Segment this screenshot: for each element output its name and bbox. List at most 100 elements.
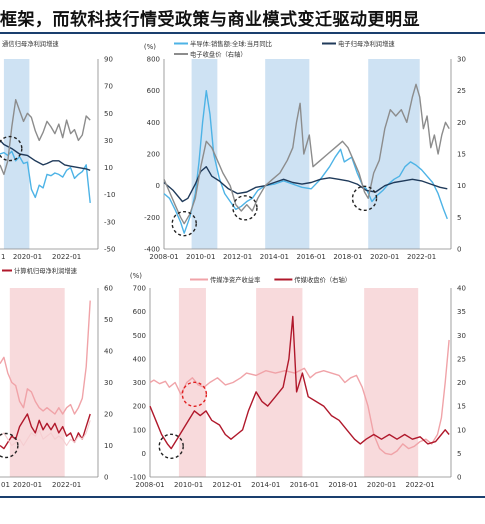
- dashed-circle-marker-top-right-1: [232, 195, 258, 221]
- series-line-top-left-partial-2: [0, 99, 91, 176]
- y-left-tick-bottom-right-0: 700: [133, 285, 146, 293]
- y-right-tick-top-right-3: 15: [457, 151, 466, 159]
- y-left-tick-top-right-2: 400: [147, 119, 160, 127]
- legend-label-bottom-left-partial-0: 计算机归母净利润增速: [14, 266, 78, 275]
- x-tick-bottom-left-partial-1: 2022-01: [52, 481, 81, 489]
- x-tick-bottom-left-partial-0: 2020-01: [13, 481, 42, 489]
- x-tick-top-right-2: 2012-01: [223, 253, 252, 261]
- x-tick-bottom-right-7: 2022-01: [406, 481, 435, 489]
- legend-label-bottom-right-0: 传媒净资产收益率: [210, 275, 260, 284]
- shaded-period-top-right-2: [368, 59, 420, 249]
- y-right-tick-top-right-6: 0: [457, 246, 461, 254]
- x-tick-bottom-right-3: 2014-01: [251, 481, 280, 489]
- y-left-unit-top-right: (%): [144, 43, 156, 51]
- y-left-tick-bottom-right-8: -100: [130, 474, 146, 482]
- y-right-tick-bottom-left-partial-4: 20: [104, 411, 113, 419]
- y-left-tick-bottom-right-4: 300: [133, 379, 146, 387]
- x-tick-top-left-partial-1: 2022-01: [52, 253, 81, 261]
- shaded-period-bottom-right-2: [364, 288, 419, 477]
- legend-label-top-right-1: 电子归母净利润增速: [338, 39, 395, 48]
- x-tick-top-left-partial-0: 2020-01: [13, 253, 42, 261]
- legend-label-top-right-2: 电子收盘价（右轴）: [190, 50, 247, 59]
- x-tick-bottom-right-4: 2016-01: [290, 481, 319, 489]
- y-right-tick-bottom-right-6: 10: [457, 426, 466, 434]
- y-right-tick-bottom-right-0: 40: [457, 285, 466, 293]
- y-left-tick-bottom-right-7: 0: [142, 450, 146, 458]
- y-right-tick-top-left-partial-2: 50: [104, 110, 113, 118]
- y-left-tick-bottom-right-6: 100: [133, 426, 146, 434]
- y-right-tick-top-left-partial-3: 30: [104, 137, 113, 145]
- series-line-bottom-right-1: [149, 315, 450, 450]
- title-divider: [0, 32, 485, 34]
- y-right-tick-bottom-right-7: 5: [457, 450, 461, 458]
- y-left-tick-bottom-right-2: 500: [133, 332, 146, 340]
- series-line-bottom-left-partial-2: [0, 420, 91, 447]
- y-right-tick-bottom-left-partial-2: 40: [104, 348, 113, 356]
- dashed-circle-marker-bottom-right-1: [181, 381, 208, 408]
- y-left-tick-bottom-right-3: 400: [133, 355, 146, 363]
- series-line-bottom-left-partial-1: [0, 300, 91, 415]
- y-right-tick-top-right-2: 20: [457, 119, 466, 127]
- page-title: 框架，而软科技行情受政策与商业模式变迁驱动更明显: [0, 10, 420, 30]
- shaded-period-bottom-right-1: [256, 288, 303, 477]
- x-tick-top-right-1: 2010-01: [186, 253, 215, 261]
- dashed-circle-marker-bottom-right-0: [158, 433, 184, 459]
- series-line-top-right-1: [163, 166, 448, 203]
- y-right-tick-bottom-right-8: 0: [457, 474, 461, 482]
- x-tick-top-right-6: 2020-01: [370, 253, 399, 261]
- y-right-tick-top-right-4: 10: [457, 182, 466, 190]
- y-left-tick-top-right-1: 600: [147, 87, 160, 95]
- y-left-tick-bottom-right-1: 600: [133, 308, 146, 316]
- y-left-tick-top-right-6: -400: [144, 246, 160, 254]
- y-right-tick-bottom-left-partial-3: 30: [104, 379, 113, 387]
- y-right-tick-top-left-partial-6: -30: [104, 218, 115, 226]
- shaded-period-top-left-partial-0: [3, 59, 30, 249]
- y-right-tick-bottom-right-5: 15: [457, 403, 466, 411]
- y-left-tick-top-right-4: 0: [156, 182, 160, 190]
- bottom-divider: [0, 496, 485, 498]
- y-right-tick-top-left-partial-4: 10: [104, 164, 113, 172]
- y-left-tick-top-right-5: -200: [144, 214, 160, 222]
- x-tick-top-right-5: 2018-01: [333, 253, 362, 261]
- y-right-tick-top-right-0: 30: [457, 56, 466, 64]
- y-right-tick-top-right-5: 5: [457, 214, 461, 222]
- y-left-unit-bottom-right: (%): [130, 272, 142, 280]
- series-line-top-right-0: [163, 90, 448, 234]
- dashed-circle-marker-top-right-0: [171, 210, 197, 237]
- series-line-top-right-2: [163, 83, 450, 225]
- y-right-tick-top-left-partial-7: -50: [104, 246, 115, 254]
- series-line-bottom-right-0: [149, 339, 450, 456]
- legend-label-top-left-partial-0: 通信归母净利润增速: [2, 39, 59, 48]
- y-right-tick-top-right-1: 25: [457, 87, 466, 95]
- x-tick-partial-bottom-left-partial-0: 01: [1, 481, 10, 489]
- dashed-circle-marker-bottom-left-partial-0: [0, 432, 19, 459]
- x-tick-bottom-right-2: 2012-01: [213, 481, 242, 489]
- shaded-period-bottom-left-partial-0: [9, 288, 65, 477]
- x-tick-top-right-7: 2022-01: [407, 253, 436, 261]
- legend-label-top-right-0: 半导体:销售额:全球:当月同比: [190, 39, 272, 48]
- shaded-period-top-right-1: [265, 59, 310, 249]
- y-right-tick-bottom-left-partial-1: 50: [104, 316, 113, 324]
- y-left-tick-top-right-3: 200: [147, 151, 160, 159]
- y-right-tick-top-left-partial-1: 70: [104, 83, 113, 91]
- y-right-tick-bottom-left-partial-5: 10: [104, 442, 113, 450]
- y-right-tick-bottom-right-4: 20: [457, 379, 466, 387]
- y-left-tick-top-right-0: 800: [147, 56, 160, 64]
- x-tick-partial-top-left-partial-0: 1: [1, 253, 5, 261]
- y-right-tick-bottom-right-2: 30: [457, 332, 466, 340]
- y-right-tick-top-left-partial-5: -10: [104, 191, 115, 199]
- y-right-tick-bottom-left-partial-0: 60: [104, 285, 113, 293]
- dashed-circle-marker-top-left-partial-0: [0, 135, 23, 162]
- x-tick-top-right-3: 2014-01: [260, 253, 289, 261]
- x-tick-bottom-right-6: 2020-01: [367, 481, 396, 489]
- y-right-tick-top-left-partial-0: 90: [104, 56, 113, 64]
- x-tick-bottom-right-0: 2008-01: [135, 481, 164, 489]
- y-left-tick-bottom-right-5: 200: [133, 403, 146, 411]
- y-right-tick-bottom-right-1: 35: [457, 308, 466, 316]
- x-tick-top-right-0: 2008-01: [149, 253, 178, 261]
- legend-label-bottom-right-1: 传媒收盘价（右轴）: [294, 275, 351, 284]
- x-tick-top-right-4: 2016-01: [297, 253, 326, 261]
- y-right-tick-bottom-right-3: 25: [457, 355, 466, 363]
- y-right-tick-bottom-left-partial-6: 0: [104, 474, 108, 482]
